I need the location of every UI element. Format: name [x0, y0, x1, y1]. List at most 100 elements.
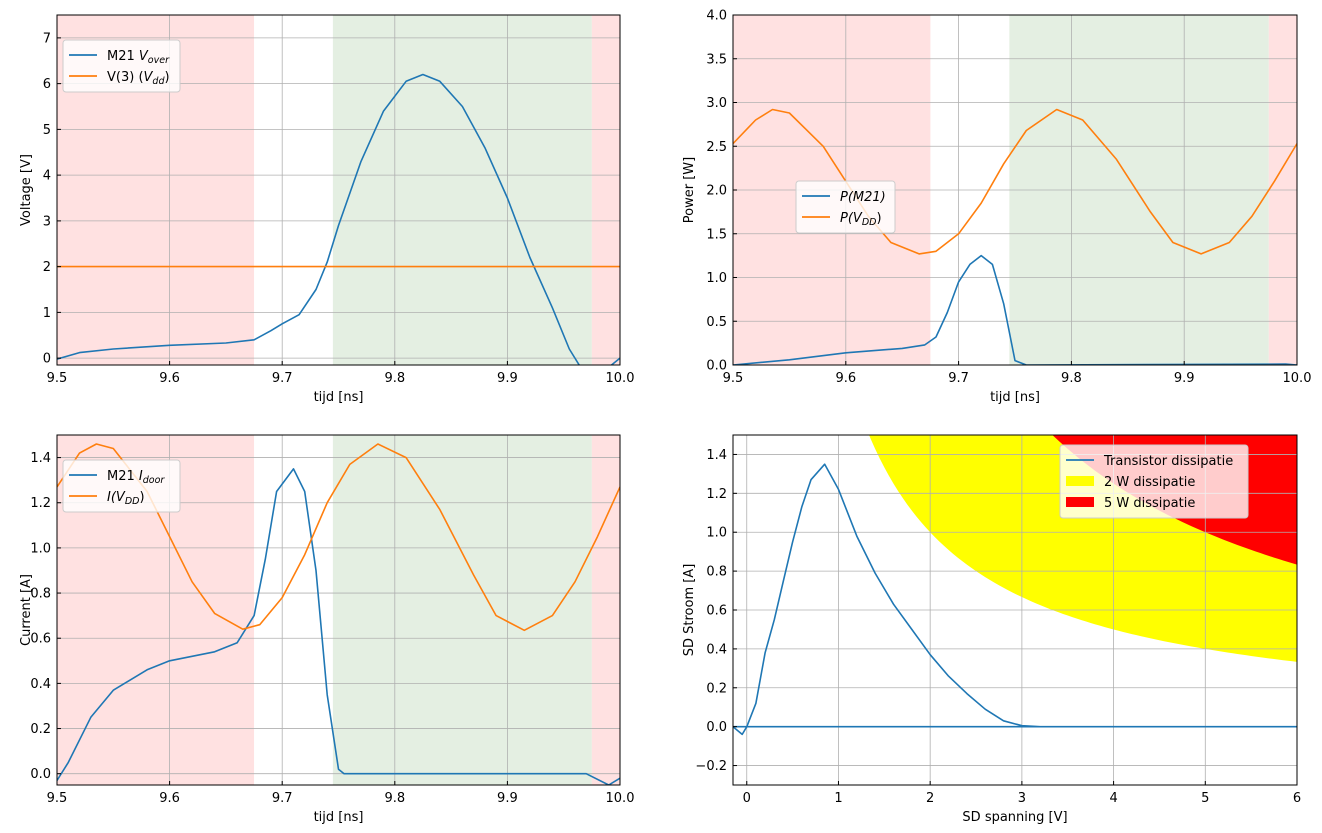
x-tick-label: 9.8 [384, 791, 405, 806]
x-tick-label: 1 [834, 791, 842, 806]
legend-text: M21 [107, 49, 139, 64]
series-line-0 [57, 468, 620, 785]
legend-box [1059, 444, 1249, 519]
y-tick-label: 3.0 [706, 96, 727, 111]
legend-text: M21 [107, 469, 139, 484]
x-tick-label: 10.0 [1283, 371, 1312, 386]
y-tick-label: 0.6 [706, 604, 727, 619]
y-tick-label: −0.2 [695, 759, 727, 774]
shaded-region-red [591, 435, 620, 785]
legend-text-subscript: DD [125, 496, 140, 507]
legend-label: M21 Idoor [107, 469, 165, 486]
x-tick-label: 9.7 [272, 371, 293, 386]
legend-label: Transistor dissipatie [1103, 454, 1233, 469]
x-axis-label: tijd [ns] [314, 810, 364, 825]
y-tick-label: 2.5 [706, 140, 727, 155]
y-tick-label: 1 [43, 306, 51, 321]
legend-text: V(3) ( [107, 70, 144, 85]
x-tick-label: 9.9 [1174, 371, 1195, 386]
legend-label: 2 W dissipatie [1104, 475, 1195, 490]
legend-label: P(M21) [840, 190, 886, 205]
y-tick-label: 4.0 [706, 9, 727, 24]
y-tick-label: 7 [43, 31, 51, 46]
x-tick-label: 2 [926, 791, 934, 806]
legend-text: ) [876, 211, 881, 226]
y-tick-label: 0.4 [706, 642, 727, 657]
series-line-0 [733, 254, 1297, 365]
y-axis-label: Current [A] [19, 574, 34, 646]
y-tick-label: 1.5 [706, 227, 727, 242]
plot-area [57, 435, 620, 785]
x-tick-label: 9.7 [272, 791, 293, 806]
y-tick-label: 0.0 [706, 720, 727, 735]
legend-text-subscript: over [148, 55, 170, 66]
legend-color-swatch [1066, 476, 1094, 486]
legend-text: ) [164, 70, 169, 85]
legend: Transistor dissipatie 2 W dissipatie 5 W d… [1059, 444, 1249, 519]
subplot-current: 9.5 9.6 9.7 9.8 9.9 10.0 0.0 0.2 0.4 0.6 0.8 1.0 1.2… [19, 434, 635, 825]
legend-text-italic: V [139, 49, 149, 64]
y-tick-label: 5 [43, 123, 51, 138]
legend-text-italic: I(V [107, 490, 126, 505]
legend-label: 5 W dissipatie [1104, 496, 1195, 511]
legend-text-subscript: DD [862, 217, 877, 228]
x-tick-label: 10.0 [606, 791, 635, 806]
legend-text: Transistor dissipatie [1103, 454, 1233, 469]
legend-text: ) [139, 490, 144, 505]
y-axis-label: Power [W] [682, 157, 697, 223]
y-tick-label: 0.4 [30, 677, 51, 692]
y-tick-label: 3.5 [706, 52, 727, 67]
y-axis-label: Voltage [V] [19, 154, 34, 226]
y-tick-label: 3 [43, 214, 51, 229]
legend-label: P(VDD) [840, 211, 882, 228]
x-tick-label: 3 [1018, 791, 1026, 806]
legend-label: V(3) (Vdd) [107, 70, 170, 87]
legend-text-subscript: dd [152, 76, 165, 87]
legend-box [62, 459, 181, 513]
x-axis-label: SD spanning [V] [962, 810, 1067, 825]
y-tick-label: 6 [43, 77, 51, 92]
legend-label: I(VDD) [107, 490, 145, 507]
y-tick-label: 0.2 [706, 681, 727, 696]
x-tick-label: 10.0 [606, 371, 635, 386]
x-tick-label: 9.5 [47, 791, 68, 806]
legend-text-italic: I [139, 469, 143, 484]
y-tick-label: 0.2 [30, 722, 51, 737]
x-axis-label: tijd [ns] [990, 390, 1040, 405]
y-tick-label: 2.0 [706, 184, 727, 199]
y-tick-label: 0 [43, 352, 51, 367]
x-tick-label: 6 [1293, 791, 1301, 806]
x-tick-label: 0 [743, 791, 751, 806]
x-tick-label: 9.5 [47, 371, 68, 386]
legend-text-italic: P(M21) [840, 190, 886, 205]
y-tick-label: 0.6 [30, 632, 51, 647]
legend-box [795, 180, 896, 234]
legend-color-swatch [1066, 497, 1094, 507]
legend: P(M21) P(VDD) [795, 180, 896, 234]
shaded-region-red [591, 15, 620, 365]
x-tick-label: 9.8 [384, 371, 405, 386]
y-tick-label: 1.0 [706, 271, 727, 286]
legend-text-italic: P(V [840, 211, 863, 226]
subplot-soa: 0 1 2 3 4 5 6 −0.2 0.0 0.2 0.4 0.6 0.8 1.0 1.2 1.4 SD sp… [682, 434, 1301, 825]
y-tick-label: 1.4 [706, 448, 727, 463]
x-tick-label: 9.6 [159, 371, 180, 386]
x-axis-label: tijd [ns] [314, 390, 364, 405]
y-tick-label: 0.0 [706, 359, 727, 374]
y-tick-label: 0.5 [706, 315, 727, 330]
series-line-0 [57, 73, 620, 365]
x-tick-label: 9.6 [159, 791, 180, 806]
y-tick-label: 1.0 [706, 526, 727, 541]
y-tick-label: 1.4 [30, 451, 51, 466]
shaded-region-green [332, 15, 592, 365]
axes-frame [56, 14, 621, 366]
series-line-0 [733, 463, 1297, 736]
y-tick-label: 1.2 [706, 487, 727, 502]
subplot-voltage: 9.5 9.6 9.7 9.8 9.9 10.0 0 1 2 3 4 5 6 7 tijd [ns] Volt… [19, 14, 635, 405]
shaded-region-green [332, 435, 592, 785]
axes-frame [56, 434, 621, 786]
x-tick-label: 9.6 [835, 371, 856, 386]
y-axis-label: SD Stroom [A] [682, 564, 697, 657]
x-tick-label: 9.9 [497, 371, 518, 386]
